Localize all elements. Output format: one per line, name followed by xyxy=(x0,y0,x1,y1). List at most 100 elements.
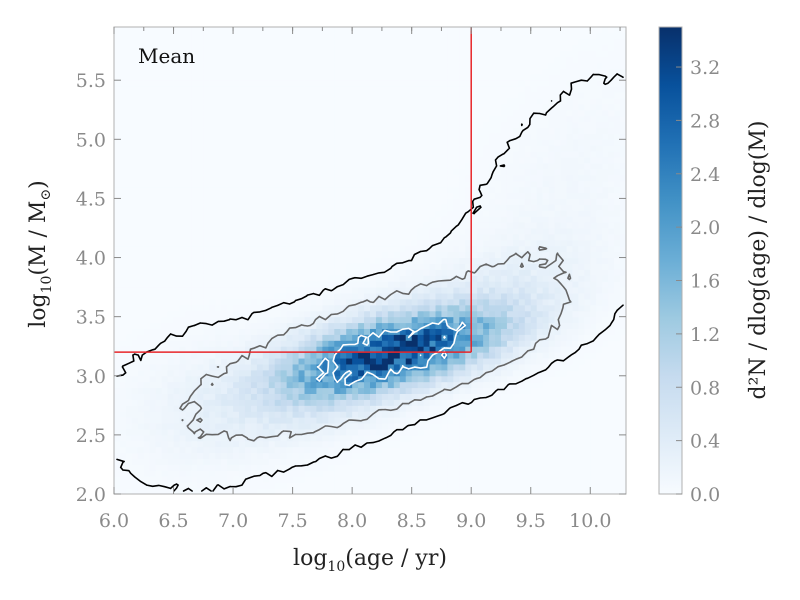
heatmap-cell xyxy=(328,464,335,471)
heatmap-cell xyxy=(304,387,311,394)
heatmap-cell xyxy=(453,269,460,276)
heatmap-cell xyxy=(614,322,621,329)
heatmap-cell xyxy=(435,334,442,341)
heatmap-cell xyxy=(608,257,615,264)
heatmap-cell xyxy=(429,411,436,418)
heatmap-cell xyxy=(328,358,335,365)
heatmap-cell xyxy=(221,157,228,164)
heatmap-cell xyxy=(560,434,567,442)
heatmap-cell xyxy=(203,293,210,300)
heatmap-cell xyxy=(512,417,520,424)
heatmap-cell xyxy=(471,423,478,430)
heatmap-cell xyxy=(209,446,216,454)
heatmap-cell xyxy=(459,352,466,359)
heatmap-cell xyxy=(167,440,175,448)
heatmap-cell xyxy=(542,298,550,306)
heatmap-cell xyxy=(530,174,538,182)
heatmap-cell xyxy=(500,174,508,182)
heatmap-cell xyxy=(554,227,562,235)
heatmap-cell xyxy=(429,275,436,282)
heatmap-cell xyxy=(602,423,609,430)
heatmap-cell xyxy=(322,405,329,412)
heatmap-cell xyxy=(274,452,282,460)
heatmap-cell xyxy=(471,304,478,312)
heatmap-cell xyxy=(209,358,216,365)
heatmap-cell xyxy=(477,452,484,460)
heatmap-cell xyxy=(560,340,567,347)
heatmap-cell xyxy=(298,446,306,454)
heatmap-cell xyxy=(453,434,460,442)
heatmap-cell xyxy=(262,452,270,460)
heatmap-cell xyxy=(489,352,496,359)
heatmap-cell xyxy=(215,293,222,300)
heatmap-cell xyxy=(411,369,419,377)
heatmap-cell xyxy=(530,358,538,365)
heatmap-cell xyxy=(441,399,448,406)
heatmap-cell xyxy=(239,192,246,199)
heatmap-cell xyxy=(316,346,323,353)
heatmap-cell xyxy=(399,417,407,424)
heatmap-cell xyxy=(423,298,431,306)
heatmap-cell xyxy=(572,417,579,424)
heatmap-cell xyxy=(542,387,550,394)
heatmap-cell xyxy=(483,452,490,460)
heatmap-cell xyxy=(608,488,615,495)
heatmap-cell xyxy=(155,458,163,465)
heatmap-cell xyxy=(536,275,544,282)
heatmap-cell xyxy=(417,287,425,294)
heatmap-cell xyxy=(334,298,341,306)
heatmap-cell xyxy=(447,488,454,495)
heatmap-cell xyxy=(518,180,526,188)
heatmap-cell xyxy=(548,186,556,194)
heatmap-cell xyxy=(405,393,413,400)
heatmap-cell xyxy=(167,162,175,170)
heatmap-cell xyxy=(524,210,532,217)
heatmap-cell xyxy=(250,298,258,306)
heatmap-cell xyxy=(352,423,359,430)
heatmap-cell xyxy=(244,482,252,489)
heatmap-cell xyxy=(512,222,520,229)
heatmap-cell xyxy=(215,316,222,324)
heatmap-cell xyxy=(161,275,169,282)
heatmap-cell xyxy=(596,352,603,359)
heatmap-cell xyxy=(268,411,276,418)
heatmap-cell xyxy=(608,417,615,424)
heatmap-cell xyxy=(483,168,490,176)
heatmap-cell xyxy=(524,287,532,294)
heatmap-cell xyxy=(209,464,216,471)
heatmap-cell xyxy=(584,210,591,217)
heatmap-cell xyxy=(364,452,371,460)
heatmap-cell xyxy=(572,399,579,406)
heatmap-cell xyxy=(459,334,466,341)
heatmap-cell xyxy=(447,192,454,199)
heatmap-cell xyxy=(364,470,371,477)
heatmap-cell xyxy=(572,257,579,264)
heatmap-cell xyxy=(429,482,436,489)
heatmap-cell xyxy=(453,227,460,235)
heatmap-cell xyxy=(233,263,240,270)
heatmap-cell xyxy=(352,287,359,294)
heatmap-cell xyxy=(167,358,175,365)
heatmap-cell xyxy=(322,281,329,288)
heatmap-cell xyxy=(292,405,300,412)
heatmap-cell xyxy=(500,399,508,406)
heatmap-cell xyxy=(364,399,371,406)
heatmap-cell xyxy=(256,334,264,341)
heatmap-cell xyxy=(215,346,222,353)
heatmap-cell xyxy=(244,245,252,253)
heatmap-cell xyxy=(191,245,198,253)
heatmap-cell xyxy=(221,340,228,347)
heatmap-cell xyxy=(381,482,389,489)
heatmap-cell xyxy=(256,417,264,424)
heatmap-cell xyxy=(346,233,353,241)
heatmap-cell xyxy=(536,316,544,324)
heatmap-cell xyxy=(441,174,448,182)
heatmap-cell xyxy=(483,174,490,182)
heatmap-cell xyxy=(602,222,609,229)
heatmap-cell xyxy=(191,369,198,377)
heatmap-cell xyxy=(191,452,198,460)
heatmap-cell xyxy=(334,428,341,436)
heatmap-cell xyxy=(542,157,550,164)
heatmap-cell xyxy=(191,151,198,158)
heatmap-cell xyxy=(114,322,121,329)
